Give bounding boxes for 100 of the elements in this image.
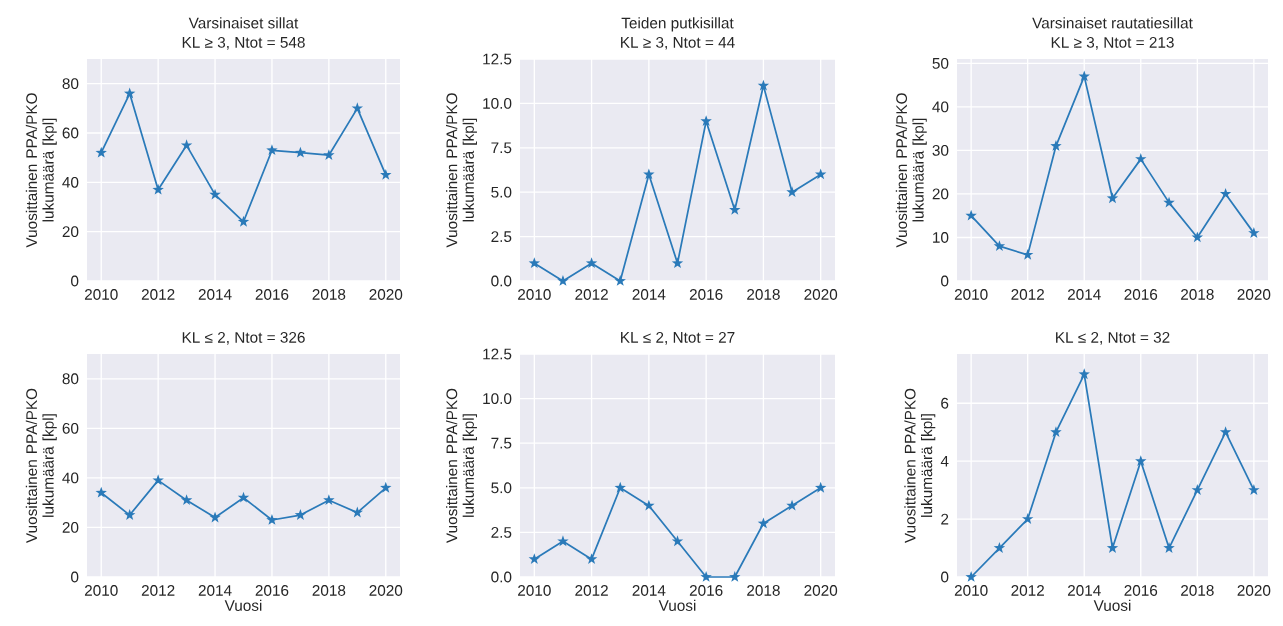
x-tick-label: 2010 <box>518 585 551 596</box>
x-tick-label: 2014 <box>198 289 232 300</box>
y-tick-label: 10.0 <box>483 393 512 405</box>
point <box>528 553 541 565</box>
point <box>1163 196 1175 208</box>
x-tick-label: 2020 <box>1237 289 1271 300</box>
point <box>643 168 655 180</box>
point <box>209 188 221 200</box>
x-axis-title: Vuosi <box>658 599 696 611</box>
point <box>1248 227 1260 238</box>
y-tick-label: 0 <box>71 571 79 583</box>
x-tick-label: 2014 <box>1067 585 1101 596</box>
point <box>671 257 684 269</box>
point <box>1106 542 1119 553</box>
y-tick-label: 0 <box>941 571 949 583</box>
y-tick-label: 5.0 <box>491 186 512 198</box>
y-tick-label: 5.0 <box>491 482 512 494</box>
point <box>1191 484 1204 495</box>
x-tick-label: 2020 <box>804 585 838 596</box>
point <box>380 481 392 493</box>
x-axis-title: Vuosi <box>224 599 262 611</box>
point <box>1050 426 1062 438</box>
y-tick-label: 40 <box>62 472 79 484</box>
x-tick-label: 2010 <box>954 289 988 300</box>
point <box>1248 484 1260 495</box>
point <box>1219 426 1232 438</box>
x-axis-title: Vuosi <box>1093 599 1131 611</box>
point <box>528 257 541 269</box>
x-tick-label: 2014 <box>198 585 232 596</box>
point <box>814 481 827 493</box>
y-tick-label: 0.0 <box>491 275 512 287</box>
point <box>965 571 977 582</box>
y-tick-label: 12.5 <box>483 348 512 360</box>
x-tick-label: 2012 <box>1011 289 1044 300</box>
x-tick-label: 2018 <box>312 585 346 596</box>
x-tick-label: 2018 <box>747 585 780 596</box>
point <box>557 275 569 286</box>
x-tick-label: 2018 <box>747 289 780 300</box>
point <box>323 149 335 161</box>
x-tick-label: 2014 <box>632 585 666 596</box>
point <box>965 209 977 221</box>
point <box>1050 140 1062 151</box>
y-tick-label: 80 <box>62 373 79 385</box>
point <box>671 535 684 547</box>
x-tick-label: 2016 <box>689 289 723 300</box>
chart-subtitle: KL ≥ 3, Ntot = 44 <box>621 36 735 50</box>
x-tick-label: 2016 <box>255 289 289 300</box>
point <box>237 491 250 503</box>
point <box>1021 513 1034 524</box>
y-tick-label: 40 <box>62 176 79 188</box>
y-tick-label: 80 <box>62 78 79 90</box>
point <box>123 87 136 99</box>
point <box>993 542 1006 553</box>
y-axis-title: Vuosittainen PPA/PKO lukumäärä [kpl] <box>904 388 936 544</box>
x-tick-label: 2018 <box>312 289 346 300</box>
y-tick-label: 12.5 <box>483 53 512 65</box>
chart-title: KL ≤ 2, Ntot = 27 <box>621 331 735 345</box>
x-tick-label: 2014 <box>1067 289 1101 300</box>
x-tick-label: 2014 <box>632 289 666 300</box>
chart-subtitle: KL ≥ 3, Ntot = 548 <box>182 36 305 50</box>
point <box>1078 368 1090 380</box>
point <box>323 494 335 506</box>
point <box>557 535 569 547</box>
point <box>152 183 164 195</box>
point <box>1078 70 1090 82</box>
point <box>729 203 741 215</box>
point <box>1106 192 1119 204</box>
chart-title: KL ≤ 2, Ntot = 326 <box>182 331 305 345</box>
chart-title: KL ≤ 2, Ntot = 32 <box>1056 331 1170 345</box>
y-tick-label: 60 <box>62 127 79 139</box>
y-tick-label: 0 <box>941 275 949 287</box>
point <box>123 509 136 520</box>
point <box>1163 542 1175 553</box>
y-tick-label: 40 <box>932 101 949 113</box>
point <box>786 186 798 198</box>
x-tick-label: 2010 <box>84 289 118 300</box>
y-axis-title: Vuosittainen PPA/PKO lukumäärä [kpl] <box>446 388 477 543</box>
chart-title: Teiden putkisillat <box>621 17 734 32</box>
x-tick-label: 2016 <box>1124 585 1158 596</box>
x-tick-label: 2012 <box>141 585 175 596</box>
point <box>700 115 712 127</box>
point <box>351 506 364 518</box>
y-tick-label: 7.5 <box>491 437 512 449</box>
point <box>757 517 770 529</box>
x-tick-label: 2010 <box>954 585 988 596</box>
point <box>700 571 712 582</box>
point <box>351 102 364 114</box>
point <box>380 168 392 180</box>
y-tick-label: 2.5 <box>491 526 512 538</box>
point <box>614 481 626 493</box>
y-axis-title: Vuosittainen PPA/PKO lukumäärä [kpl] <box>446 93 477 248</box>
point <box>237 215 250 227</box>
x-tick-label: 2012 <box>575 585 608 596</box>
point <box>266 144 278 156</box>
point <box>614 275 626 286</box>
x-tick-label: 2016 <box>689 585 723 596</box>
point <box>786 499 798 511</box>
y-axis-title: Vuosittainen PPA/PKO lukumäärä [kpl] <box>895 93 927 248</box>
point <box>1191 231 1204 243</box>
point <box>95 146 107 158</box>
